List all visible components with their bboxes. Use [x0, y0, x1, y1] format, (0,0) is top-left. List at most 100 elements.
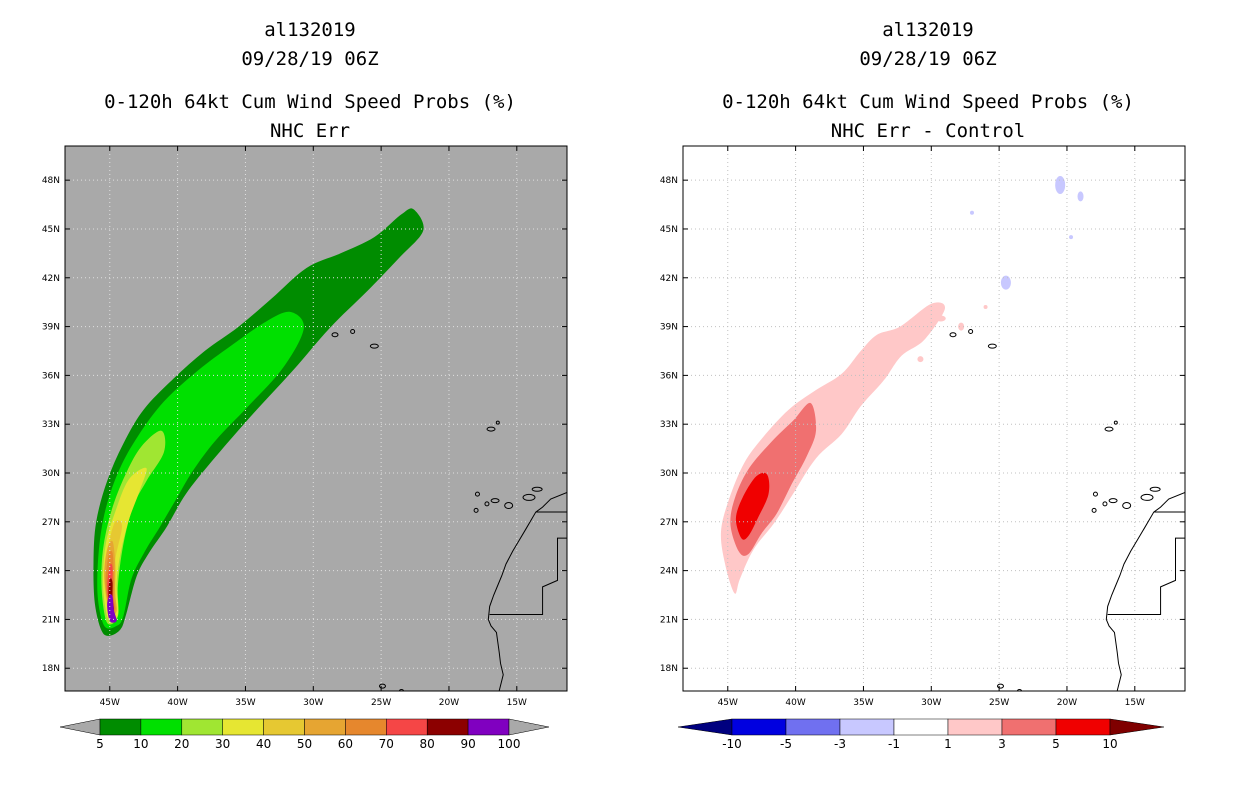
colorbar-label: 90 — [460, 737, 475, 751]
x-tick-label: 25W — [989, 698, 1009, 708]
island-outline — [987, 343, 997, 349]
x-tick-label: 35W — [235, 698, 255, 708]
island-outline — [490, 498, 500, 504]
x-tick-label: 35W — [853, 698, 873, 708]
island-outline — [350, 328, 356, 334]
colorbar-swatch — [99, 718, 142, 736]
right-map-panel: 45W 40W 35W 30W 25W 20W 15W 18N 21N 24N 27N 30N 33N 3… — [660, 145, 1186, 751]
difference-blob — [1077, 191, 1084, 202]
contour-fills — [720, 176, 1084, 594]
y-tick-label: 39N — [660, 323, 678, 333]
x-tick-label: 40W — [785, 698, 805, 708]
island-outline — [398, 689, 404, 691]
island-outline — [1108, 498, 1118, 504]
y-tick-label: 24N — [660, 567, 678, 577]
y-tick-label: 42N — [42, 274, 60, 284]
colorbar-swatch — [839, 718, 895, 736]
colorbar-left-arrow — [59, 718, 101, 736]
colorbar-swatch — [731, 718, 787, 736]
colorbar-label: -3 — [834, 737, 846, 751]
y-tick-label: 27N — [660, 518, 678, 528]
difference-blob — [935, 315, 946, 322]
colorbar-label: -10 — [722, 737, 742, 751]
colorbar-label: 100 — [498, 737, 521, 751]
island-outline — [1016, 689, 1022, 691]
island-outline — [486, 426, 496, 432]
difference-blob — [1000, 275, 1011, 290]
colorbar: -10 -5 -3 -1 1 3 5 10 — [677, 718, 1165, 751]
africa-coastline — [1105, 492, 1185, 691]
grid-lines — [683, 146, 1185, 691]
island-outline — [331, 332, 339, 338]
left-panel-title: al132019 09/28/19 06Z 0-120h 64kt Cum Wi… — [60, 16, 560, 146]
x-tick-label: 45W — [718, 698, 738, 708]
y-tick-label: 27N — [42, 518, 60, 528]
y-tick-label: 30N — [42, 469, 60, 479]
colorbar-swatch — [222, 718, 264, 736]
island-outline — [1140, 493, 1154, 501]
colorbar-swatch — [1001, 718, 1057, 736]
left-storm-id: al132019 — [264, 19, 356, 41]
y-tick-label: 18N — [660, 664, 678, 674]
contour-level-90 — [107, 594, 117, 623]
island-outline — [1149, 486, 1161, 492]
colorbar-left-arrow — [677, 718, 733, 736]
y-tick-label: 36N — [660, 371, 678, 381]
colorbar-swatch — [426, 718, 469, 736]
y-tick-label: 39N — [42, 323, 60, 333]
colorbar-swatch — [304, 718, 346, 736]
x-tick-label: 20W — [1057, 698, 1077, 708]
island-outline — [968, 328, 974, 334]
colorbar-right-arrow — [508, 718, 550, 736]
right-chart-title: 0-120h 64kt Cum Wind Speed Probs (%) — [722, 91, 1134, 113]
colorbar-swatch — [181, 718, 223, 736]
right-datetime: 09/28/19 06Z — [859, 48, 997, 70]
x-tick-label: 25W — [371, 698, 391, 708]
difference-blob — [1055, 176, 1066, 195]
colorbar-right-arrow — [1109, 718, 1165, 736]
colorbar-label: -1 — [888, 737, 900, 751]
map-background — [683, 146, 1185, 691]
colorbar-swatch — [947, 718, 1003, 736]
colorbar-label: 70 — [379, 737, 394, 751]
colorbar-label: 5 — [96, 737, 104, 751]
colorbar-label: 20 — [174, 737, 189, 751]
y-tick-label: 48N — [42, 176, 60, 186]
contour-fills — [93, 208, 424, 636]
colorbar-label: 30 — [215, 737, 230, 751]
y-tick-label: 45N — [660, 225, 678, 235]
island-outline — [378, 683, 386, 689]
y-tick-label: 45N — [42, 225, 60, 235]
y-tick-label: 42N — [660, 274, 678, 284]
colorbar-label: 10 — [133, 737, 148, 751]
colorbar-label: 40 — [256, 737, 271, 751]
x-tick-label: 15W — [1125, 698, 1145, 708]
island-outline — [1104, 426, 1114, 432]
contour-level-10 — [97, 311, 304, 629]
island-outline — [369, 343, 379, 349]
right-chart-subtitle: NHC Err - Control — [830, 120, 1026, 142]
y-tick-label: 33N — [42, 420, 60, 430]
x-tick-label: 45W — [100, 698, 120, 708]
difference-blob — [958, 322, 965, 331]
x-tick-label: 20W — [439, 698, 459, 708]
left-chart-subtitle: NHC Err — [269, 120, 351, 142]
island-outline — [1122, 502, 1132, 510]
grid-lines — [65, 146, 567, 691]
island-outline — [474, 491, 480, 497]
map-frame — [682, 145, 1186, 692]
island-outline — [484, 501, 490, 507]
difference-blob — [1069, 235, 1074, 240]
island-outline — [949, 332, 957, 338]
map-frame — [64, 145, 568, 692]
x-tick-label: 30W — [921, 698, 941, 708]
island-outline — [473, 507, 479, 513]
colorbar-label: 50 — [297, 737, 312, 751]
difference-blob — [903, 332, 914, 337]
colorbar-swatch — [893, 718, 949, 736]
difference-blob — [917, 356, 924, 363]
africa-coastline — [487, 492, 567, 691]
x-tick-label: 15W — [507, 698, 527, 708]
contour-level-5 — [735, 472, 770, 540]
colorbar-swatch — [345, 718, 387, 736]
